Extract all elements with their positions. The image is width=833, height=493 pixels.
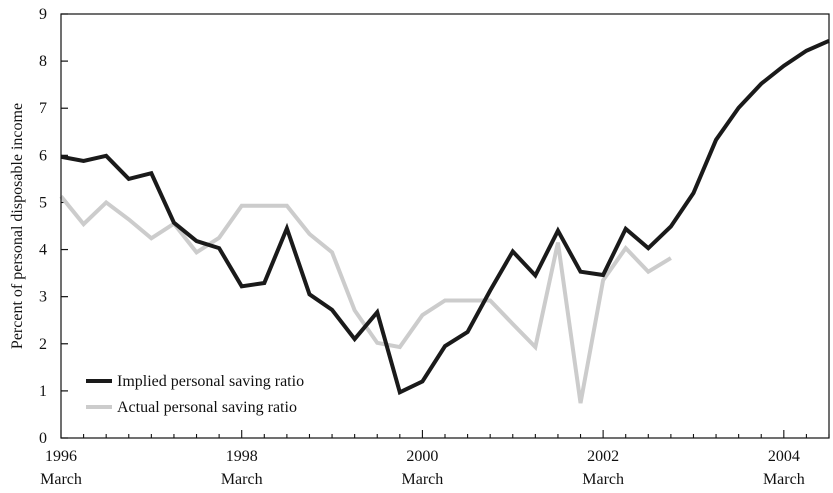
y-tick-label: 0 bbox=[39, 430, 47, 447]
x-tick-year-label: 2002 bbox=[587, 448, 619, 465]
y-tick-label: 1 bbox=[39, 383, 47, 400]
y-tick-label: 8 bbox=[39, 53, 47, 70]
x-tick-month-label: March bbox=[763, 471, 805, 488]
x-tick-month-label: March bbox=[582, 471, 624, 488]
legend: Implied personal saving ratio Actual pers… bbox=[86, 373, 304, 416]
legend-label-implied: Implied personal saving ratio bbox=[117, 373, 304, 390]
y-tick-label: 7 bbox=[39, 100, 47, 117]
implied-saving-ratio-line bbox=[60, 39, 830, 396]
series-layer bbox=[59, 39, 830, 404]
x-tick-year-label: 2000 bbox=[406, 448, 438, 465]
y-tick-label: 6 bbox=[39, 147, 47, 164]
y-tick-label: 9 bbox=[39, 6, 47, 23]
x-tick-month-label: March bbox=[221, 471, 263, 488]
y-axis-label: Percent of personal disposable income bbox=[9, 103, 26, 349]
x-tick-year-label: 1998 bbox=[226, 448, 258, 465]
x-tick-month-label: March bbox=[40, 471, 82, 488]
legend-label-actual: Actual personal saving ratio bbox=[117, 399, 297, 416]
y-tick-label: 3 bbox=[39, 289, 47, 306]
y-tick-label: 4 bbox=[39, 242, 47, 259]
x-tick-year-label: 1996 bbox=[45, 448, 77, 465]
y-axis-label-group: Percent of personal disposable income bbox=[9, 103, 26, 349]
ticks-layer: 0 1 2 3 4 5 6 7 8 9 1996 March 1998 March 2000 March 200… bbox=[39, 6, 830, 488]
x-tick-year-label: 2004 bbox=[768, 448, 800, 465]
y-tick-label: 2 bbox=[39, 336, 47, 353]
plot-frame bbox=[60, 13, 830, 439]
x-tick-month-label: March bbox=[402, 471, 444, 488]
y-tick-label: 5 bbox=[39, 194, 47, 211]
